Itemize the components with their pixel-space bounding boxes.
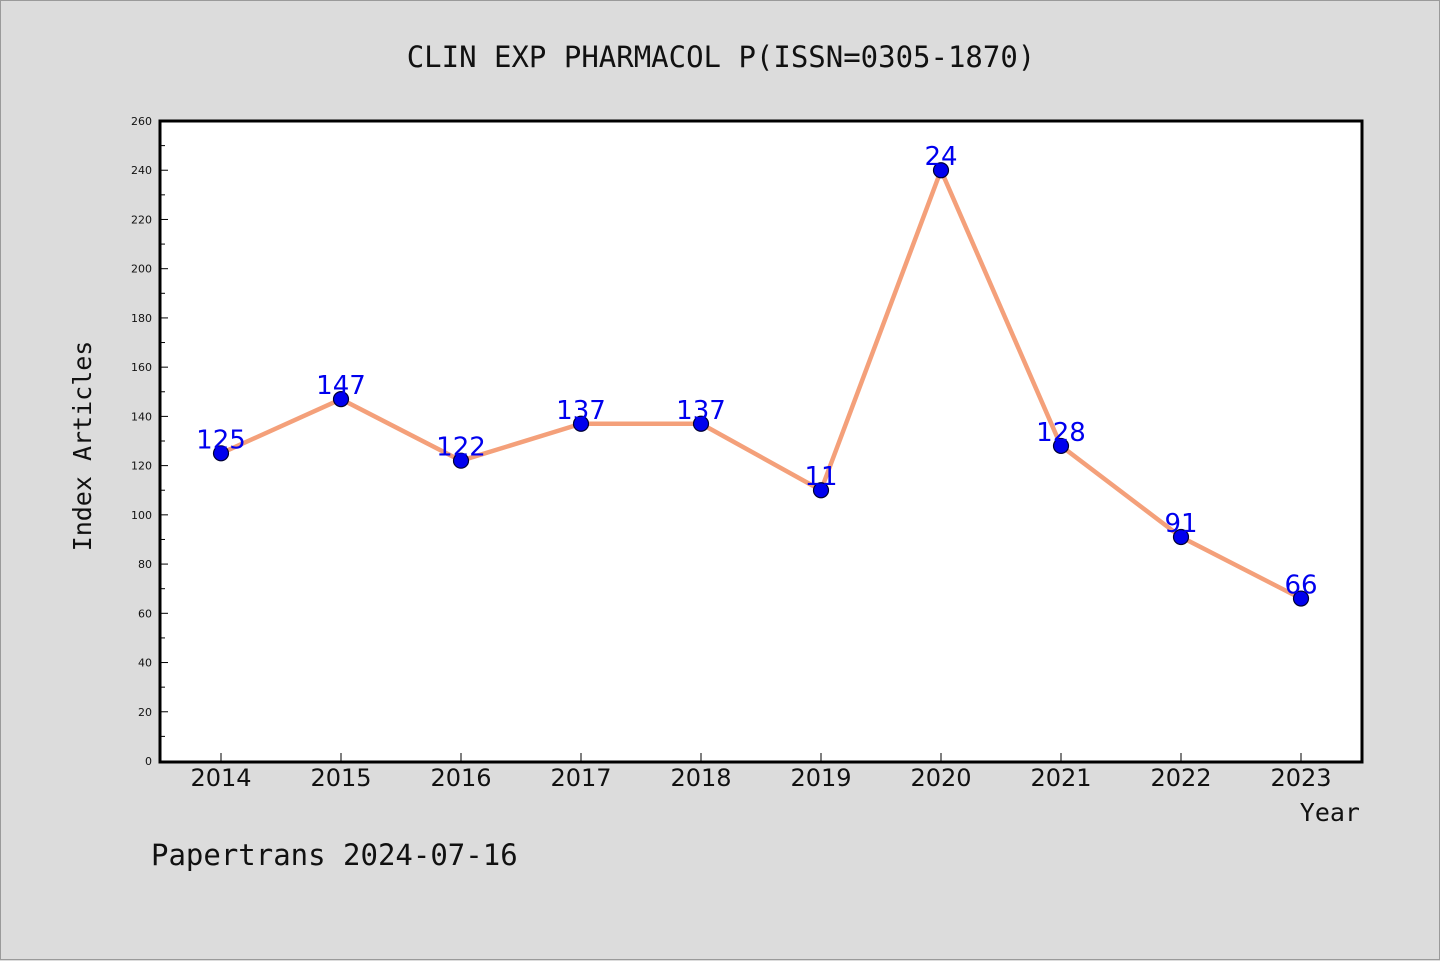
y-axis: 0 20 40 60 80 100 120 140 160 180 200 220 240 260 <box>131 115 168 768</box>
x-tick-label: 2018 <box>670 764 731 792</box>
data-point <box>692 415 710 432</box>
x-tick-label: 2015 <box>310 764 371 792</box>
series-line <box>218 167 1304 601</box>
x-tick-label: 2017 <box>550 764 611 792</box>
x-tick-label: 2021 <box>1030 764 1091 792</box>
data-label: 125 <box>196 425 246 455</box>
data-label: 147 <box>316 371 366 401</box>
marker-group <box>212 162 1310 607</box>
data-label: 11 <box>804 462 837 492</box>
data-label: 91 <box>1164 509 1197 539</box>
data-label: 137 <box>676 396 726 426</box>
y-tick-label: 240 <box>131 164 152 177</box>
footer-watermark: Papertrans 2024-07-16 <box>151 838 518 872</box>
y-tick-label: 40 <box>138 657 152 670</box>
data-label: 24 <box>924 142 957 172</box>
x-axis: 2014 2015 2016 2017 2018 2019 2020 2021 2022 2023 <box>190 753 1332 792</box>
data-point <box>1172 528 1190 546</box>
x-tick-label: 2022 <box>1150 764 1211 792</box>
series-line-group <box>218 167 1304 601</box>
y-tick-label: 200 <box>131 263 152 276</box>
data-point <box>1292 590 1310 607</box>
y-tick-label: 160 <box>131 361 152 374</box>
data-point <box>572 415 590 432</box>
x-tick-label: 2020 <box>910 764 971 792</box>
data-label: 66 <box>1284 571 1317 601</box>
chart-title: CLIN EXP PHARMACOL P(ISSN=0305-1870) <box>407 40 1036 74</box>
y-tick-label: 260 <box>131 115 152 128</box>
data-label: 122 <box>436 433 486 463</box>
y-tick-label: 100 <box>131 509 152 522</box>
data-label: 137 <box>556 396 606 426</box>
data-point <box>932 162 950 179</box>
data-point <box>452 452 470 469</box>
x-tick-label: 2023 <box>1270 764 1331 792</box>
data-label: 128 <box>1036 418 1086 448</box>
x-tick-label: 2019 <box>790 764 851 792</box>
plot-area <box>158 119 1364 764</box>
y-tick-label: 60 <box>138 607 152 620</box>
y-tick-label: 180 <box>131 312 152 325</box>
y-axis-label: Index Articles <box>68 341 97 552</box>
data-point <box>332 391 350 408</box>
x-tick-label: 2016 <box>430 764 491 792</box>
y-tick-label: 20 <box>138 706 152 719</box>
x-axis-label: Year <box>1300 798 1360 827</box>
y-tick-label: 220 <box>131 213 152 226</box>
y-tick-label: 120 <box>131 460 152 473</box>
y-tick-label: 140 <box>131 410 152 423</box>
data-label-group: 125 147 122 137 137 11 24 128 91 66 <box>196 142 1317 600</box>
y-tick-label: 80 <box>138 558 152 571</box>
data-point <box>812 482 830 499</box>
y-tick-label: 0 <box>145 755 152 768</box>
data-point <box>1052 437 1070 455</box>
x-tick-label: 2014 <box>190 764 251 792</box>
data-point <box>212 445 230 462</box>
